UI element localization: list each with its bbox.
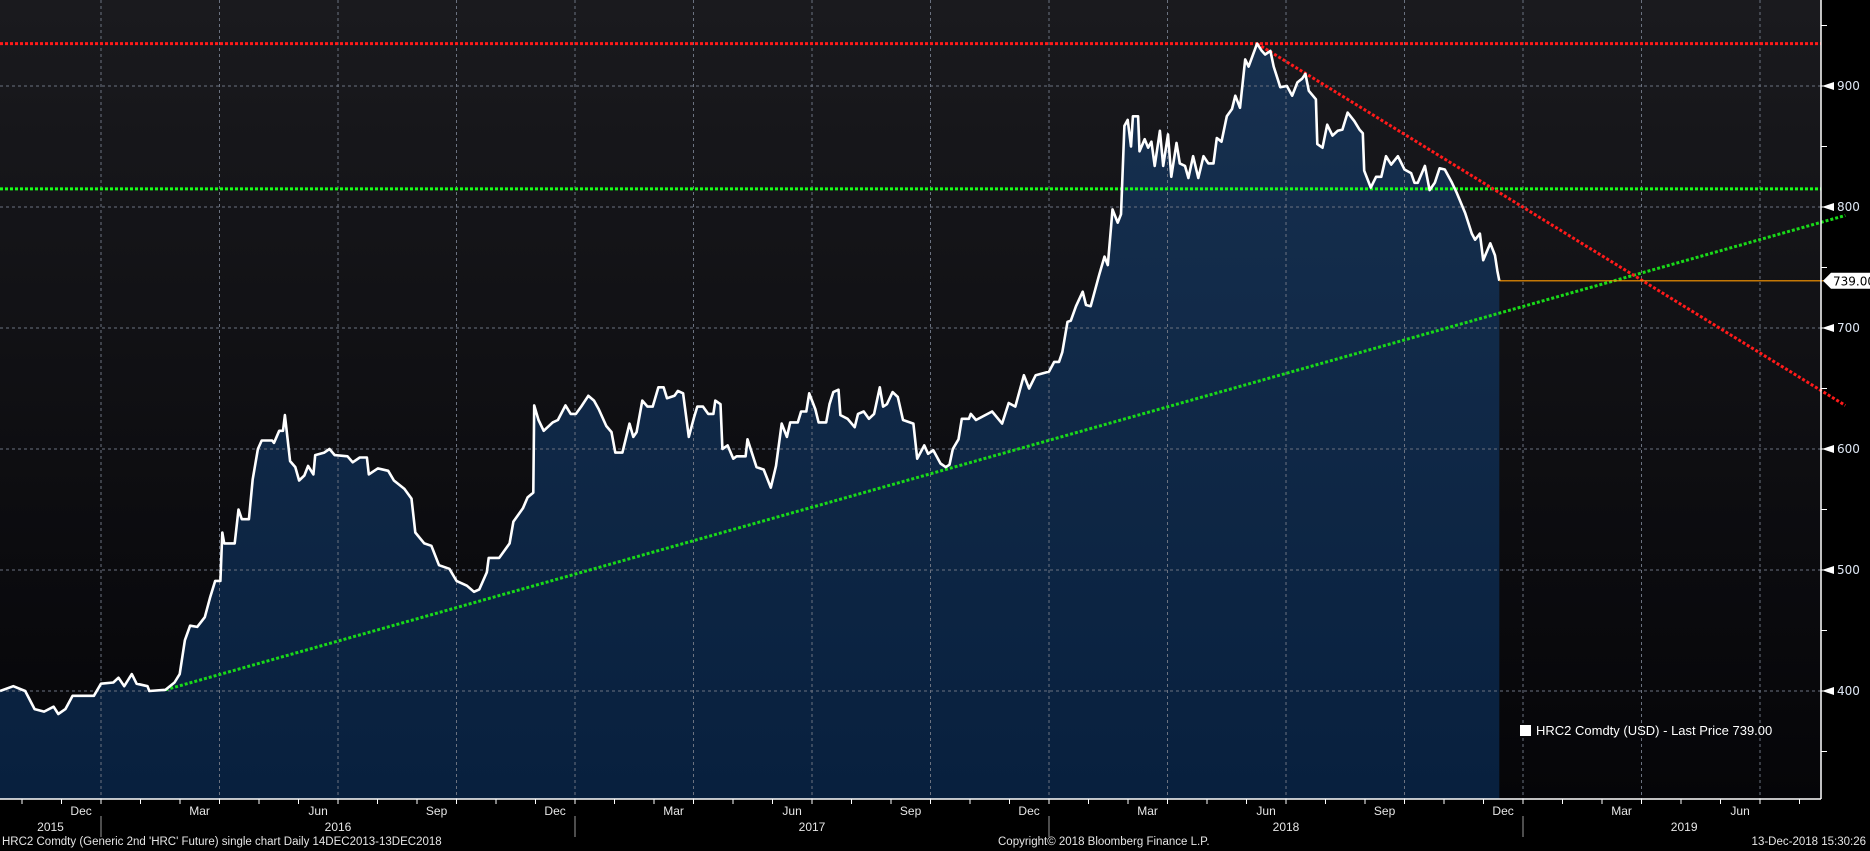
y-tick-marker <box>1822 82 1834 90</box>
x-month-label: Mar <box>1611 804 1632 818</box>
x-month-label: Sep <box>1374 804 1396 818</box>
legend-label: HRC2 Comdty (USD) - Last Price 739.00 <box>1536 723 1773 738</box>
last-price-tag <box>1823 272 1870 289</box>
y-tick-marker <box>1822 687 1834 695</box>
last-price-value: 739.00 <box>1833 274 1870 288</box>
y-tick-marker <box>1822 203 1834 211</box>
x-month-label: Dec <box>544 804 565 818</box>
y-tick-marker <box>1822 445 1834 453</box>
y-tick-label: 700 <box>1837 321 1860 335</box>
x-month-label: Mar <box>1137 804 1158 818</box>
x-month-label: Jun <box>782 804 801 818</box>
x-month-label: Mar <box>189 804 210 818</box>
copyright-text: Copyright© 2018 Bloomberg Finance L.P. <box>998 836 1210 848</box>
x-year-label: 2018 <box>1273 820 1300 834</box>
y-tick-label: 800 <box>1837 200 1860 214</box>
chart-legend: HRC2 Comdty (USD) - Last Price 739.00 <box>1520 723 1772 738</box>
x-month-label: Dec <box>1492 804 1513 818</box>
x-month-label: Dec <box>70 804 91 818</box>
price-line <box>0 42 1501 716</box>
y-tick-label: 500 <box>1837 563 1860 577</box>
price-area-fill <box>0 43 1500 800</box>
y-tick-label: 400 <box>1837 684 1860 698</box>
y-tick-marker <box>1822 324 1834 332</box>
x-month-label: Mar <box>663 804 684 818</box>
x-year-label: 2016 <box>325 820 352 834</box>
y-tick-marker <box>1822 566 1834 574</box>
chart-description: HRC2 Comdty (Generic 2nd 'HRC' Future) s… <box>2 836 442 848</box>
downtrend-line <box>1256 42 1847 407</box>
y-tick-label: 600 <box>1837 442 1860 456</box>
x-month-label: Jun <box>1256 804 1275 818</box>
x-month-label: Dec <box>1018 804 1039 818</box>
x-year-label: 2015 <box>37 820 64 834</box>
x-month-label: Sep <box>426 804 448 818</box>
x-year-label: 2019 <box>1671 820 1698 834</box>
legend-swatch <box>1520 725 1531 736</box>
x-month-label: Sep <box>900 804 922 818</box>
x-month-label: Jun <box>1730 804 1749 818</box>
x-month-label: Jun <box>308 804 327 818</box>
y-tick-label: 900 <box>1837 79 1860 93</box>
x-year-label: 2017 <box>799 820 826 834</box>
uptrend-line <box>165 214 1846 692</box>
timestamp: 13-Dec-2018 15:30:26 <box>1751 836 1866 848</box>
